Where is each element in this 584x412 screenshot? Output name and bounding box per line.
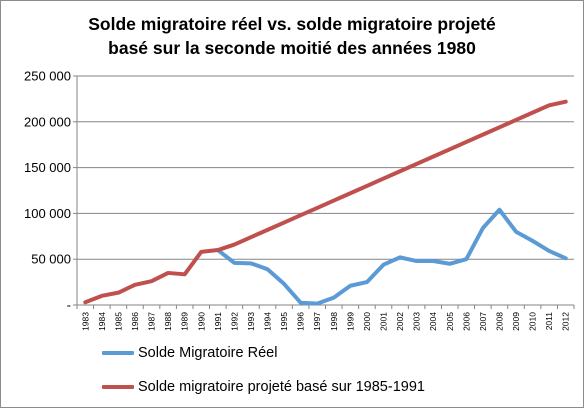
series-line-1 bbox=[85, 102, 565, 303]
x-tick-label: 1989 bbox=[180, 312, 190, 331]
x-tick-label: 1996 bbox=[296, 312, 306, 331]
x-tick-label: 1983 bbox=[80, 312, 90, 331]
x-tick-label: 2002 bbox=[395, 312, 405, 331]
x-tick-label: 1992 bbox=[229, 312, 239, 331]
x-tick-label: 2009 bbox=[511, 312, 521, 331]
x-tick-label: 2008 bbox=[494, 312, 504, 331]
x-tick-label: 2003 bbox=[412, 312, 422, 331]
x-tick-label: 2007 bbox=[478, 312, 488, 331]
x-tick-label: 2011 bbox=[544, 312, 554, 331]
x-tick-label: 1999 bbox=[345, 312, 355, 331]
x-tick-label: 2004 bbox=[428, 312, 438, 331]
x-tick-label: 1987 bbox=[147, 312, 157, 331]
series-line-0 bbox=[218, 210, 566, 304]
y-axis: - 50 000 100 000 150 000 200 000 250 000 bbox=[24, 69, 77, 313]
y-tick-label: 250 000 bbox=[24, 69, 71, 84]
x-tick-label: 1990 bbox=[196, 312, 206, 331]
y-tick-label: 150 000 bbox=[24, 160, 71, 175]
x-tick-label: 2000 bbox=[362, 312, 372, 331]
x-tick-label: 1994 bbox=[263, 312, 273, 331]
x-tick-label: 1984 bbox=[97, 312, 107, 331]
x-tick-label: 2012 bbox=[561, 312, 571, 331]
x-tick-label: 1993 bbox=[246, 312, 256, 331]
x-tick-label: 1998 bbox=[329, 312, 339, 331]
x-tick-label: 2005 bbox=[445, 312, 455, 331]
legend-item-reel: Solde Migratoire Réel bbox=[102, 344, 425, 362]
y-tick-label: 200 000 bbox=[24, 114, 71, 129]
x-tick-label: 1995 bbox=[279, 312, 289, 331]
x-tick-label: 1997 bbox=[312, 312, 322, 331]
x-tick-label: 2001 bbox=[378, 312, 388, 331]
legend-swatch-projete bbox=[102, 385, 134, 389]
grid-lines bbox=[77, 76, 574, 259]
x-tick-label: 1988 bbox=[163, 312, 173, 331]
series-group bbox=[85, 102, 565, 304]
y-tick-label: 50 000 bbox=[31, 252, 71, 267]
legend-swatch-reel bbox=[102, 351, 134, 355]
legend-item-projete: Solde migratoire projeté basé sur 1985-1… bbox=[102, 378, 425, 396]
legend-label-projete: Solde migratoire projeté basé sur 1985-1… bbox=[138, 379, 425, 395]
x-tick-label: 1985 bbox=[113, 312, 123, 331]
x-axis: 1983 1984 1985 1986 1987 1988 1989 1990 1991 1992… bbox=[77, 305, 574, 331]
x-tick-label: 2010 bbox=[528, 312, 538, 331]
y-tick-label: - bbox=[67, 298, 71, 313]
y-tick-label: 100 000 bbox=[24, 206, 71, 221]
x-tick-label: 2006 bbox=[461, 312, 471, 331]
x-tick-label: 1991 bbox=[213, 312, 223, 331]
legend: Solde Migratoire Réel Solde migratoire p… bbox=[102, 344, 425, 412]
x-tick-label: 1986 bbox=[130, 312, 140, 331]
legend-label-reel: Solde Migratoire Réel bbox=[138, 345, 277, 361]
